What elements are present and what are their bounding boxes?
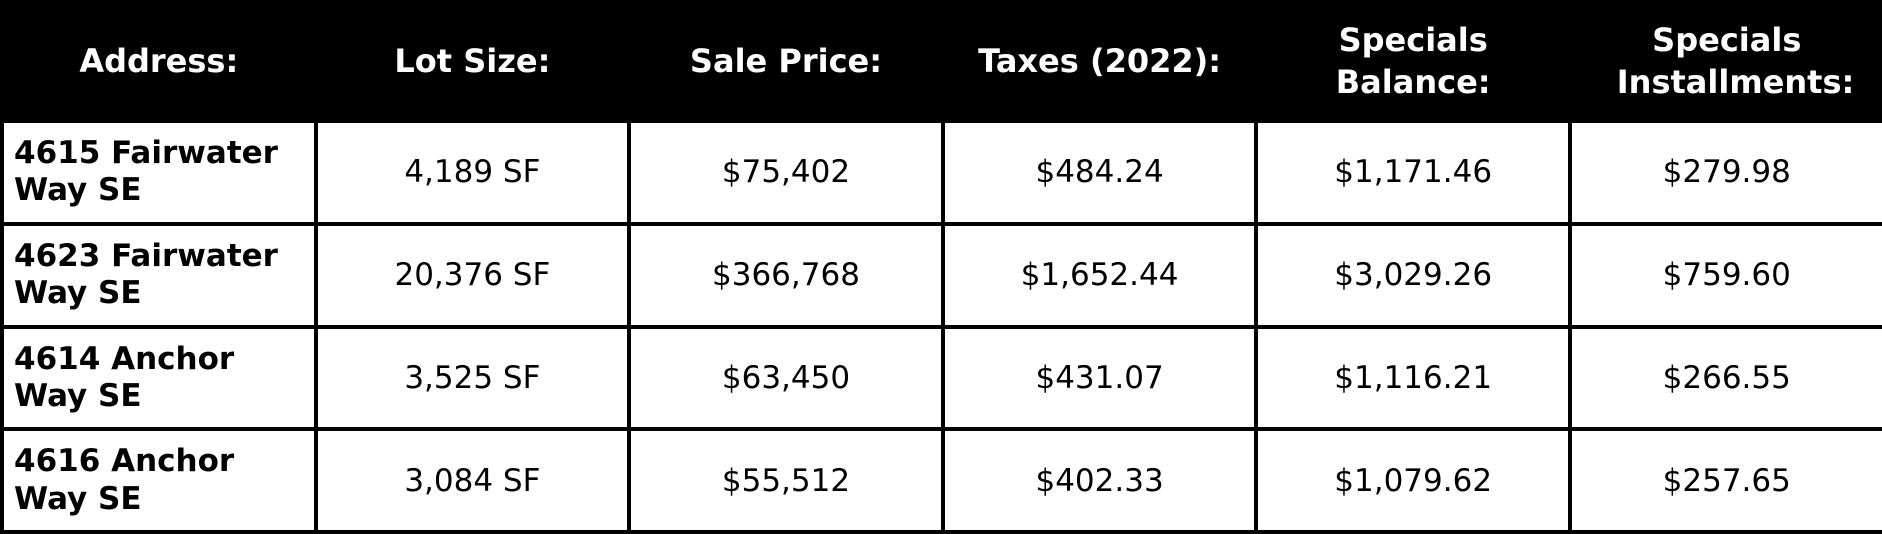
table-body: 4615 Fairwater Way SE 4,189 SF $75,402 $484…: [0, 119, 1882, 534]
cell-text: $431.07: [1035, 359, 1164, 396]
address-cell: 4615 Fairwater Way SE: [0, 119, 318, 226]
cell-text: 4,189 SF: [404, 154, 541, 191]
header-row: Address: Lot Size: Sale Price: Taxes (2022)…: [0, 0, 1882, 123]
cell-text: $3,029.26: [1334, 257, 1493, 294]
cell-text: 4616 Anchor Way SE: [14, 443, 235, 517]
value-cell: $366,768: [627, 221, 945, 329]
value-cell: 20,376 SF: [313, 221, 632, 329]
cell-text: 3,084 SF: [404, 462, 541, 499]
value-cell: $1,652.44: [940, 221, 1259, 329]
value-cell: $257.65: [1567, 427, 1882, 534]
cell-text: $257.65: [1662, 462, 1791, 499]
header-cell: Address:: [0, 0, 318, 123]
value-cell: $484.24: [940, 119, 1259, 226]
value-cell: $3,029.26: [1254, 221, 1572, 329]
header-text: Specials Installments:: [1616, 20, 1855, 101]
header-text: Sale Price:: [689, 41, 883, 80]
table-row: 4614 Anchor Way SE 3,525 SF $63,450 $431.07…: [0, 324, 1882, 432]
value-cell: 3,525 SF: [313, 324, 632, 432]
value-cell: 3,084 SF: [313, 427, 632, 534]
address-cell: 4623 Fairwater Way SE: [0, 221, 318, 329]
header-cell: Specials Balance:: [1254, 0, 1572, 123]
cell-text: $1,116.21: [1334, 359, 1493, 396]
cell-text: $75,402: [721, 154, 851, 191]
cell-text: $266.55: [1662, 359, 1791, 396]
cell-text: 3,525 SF: [404, 359, 541, 396]
value-cell: $1,079.62: [1254, 427, 1572, 534]
cell-text: 20,376 SF: [394, 257, 551, 294]
cell-text: $1,079.62: [1334, 462, 1493, 499]
table-row: 4615 Fairwater Way SE 4,189 SF $75,402 $484…: [0, 119, 1882, 226]
cell-text: $55,512: [721, 462, 851, 499]
cell-text: $402.33: [1035, 462, 1164, 499]
header-cell: Lot Size:: [313, 0, 632, 123]
value-cell: 4,189 SF: [313, 119, 632, 226]
header-cell: Sale Price:: [627, 0, 945, 123]
header-cell: Specials Installments:: [1567, 0, 1882, 123]
header-cell: Taxes (2022):: [940, 0, 1259, 123]
value-cell: $402.33: [940, 427, 1259, 534]
value-cell: $75,402: [627, 119, 945, 226]
address-cell: 4616 Anchor Way SE: [0, 427, 318, 534]
value-cell: $279.98: [1567, 119, 1882, 226]
cell-text: $1,171.46: [1334, 154, 1493, 191]
cell-text: $279.98: [1662, 154, 1791, 191]
value-cell: $55,512: [627, 427, 945, 534]
address-cell: 4614 Anchor Way SE: [0, 324, 318, 432]
header-text: Address:: [79, 41, 239, 80]
value-cell: $1,116.21: [1254, 324, 1572, 432]
cell-text: $63,450: [721, 359, 851, 396]
value-cell: $759.60: [1567, 221, 1882, 329]
table-row: 4623 Fairwater Way SE 20,376 SF $366,768 $1…: [0, 221, 1882, 329]
cell-text: 4623 Fairwater Way SE: [14, 237, 278, 312]
table-row: 4616 Anchor Way SE 3,084 SF $55,512 $402.33…: [0, 427, 1882, 534]
cell-text: $759.60: [1662, 257, 1791, 294]
cell-text: 4615 Fairwater Way SE: [14, 135, 278, 209]
header-text: Specials Balance:: [1335, 20, 1491, 101]
value-cell: $1,171.46: [1254, 119, 1572, 226]
value-cell: $431.07: [940, 324, 1259, 432]
value-cell: $266.55: [1567, 324, 1882, 432]
cell-text: $484.24: [1035, 154, 1164, 191]
cell-text: $1,652.44: [1020, 257, 1179, 294]
value-cell: $63,450: [627, 324, 945, 432]
cell-text: 4614 Anchor Way SE: [14, 340, 235, 414]
header-text: Taxes (2022):: [978, 41, 1222, 80]
header-text: Lot Size:: [394, 41, 551, 80]
cell-text: $366,768: [712, 257, 860, 294]
